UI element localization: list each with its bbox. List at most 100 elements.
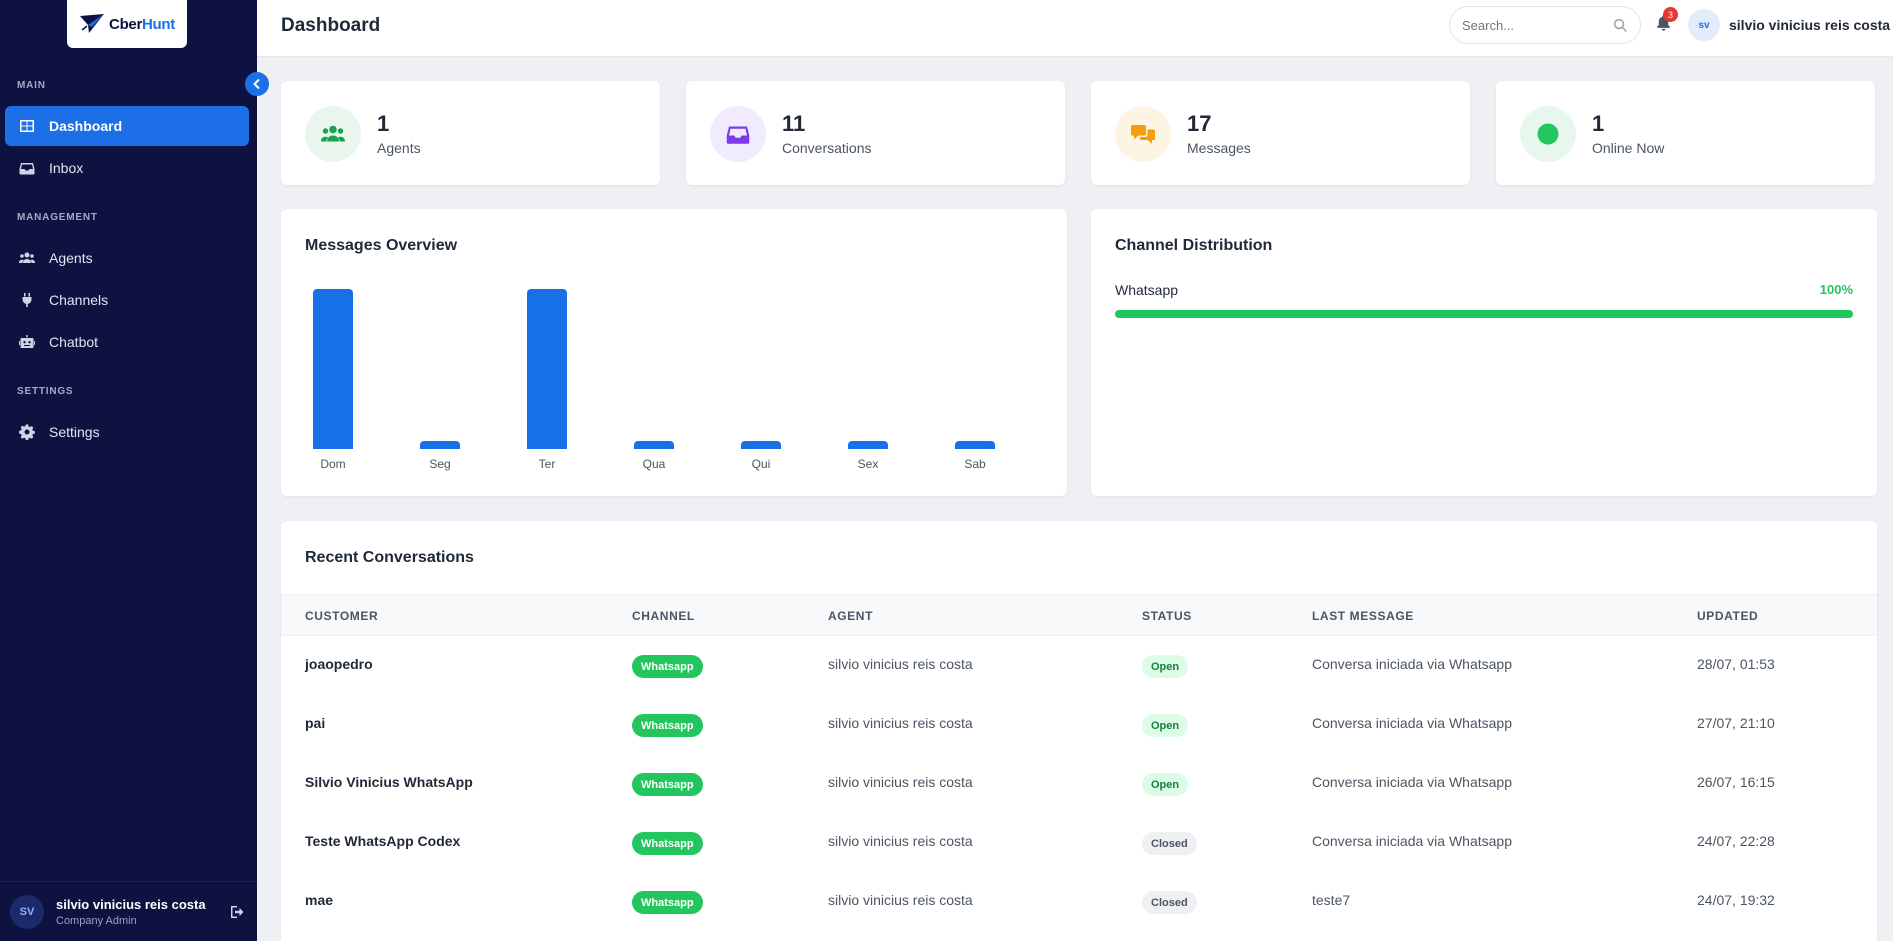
dashboard-grid-icon <box>20 120 34 132</box>
cell-agent: silvio vinicius reis costa <box>828 892 973 908</box>
status-badge: Open <box>1142 773 1189 796</box>
brand-logo[interactable]: CberHunt <box>67 0 187 48</box>
sidebar-item-settings[interactable]: Settings <box>5 412 249 452</box>
chart-x-tick-label: Seg <box>429 457 451 471</box>
channel-percent: 100% <box>1819 282 1853 297</box>
sidebar-item-label: Inbox <box>49 160 84 176</box>
chart-bar <box>741 441 781 449</box>
messages-overview-panel: Messages Overview Dom Seg Ter Qua Qui Sex Sab <box>281 209 1067 496</box>
sidebar-item-channels[interactable]: Channels <box>5 280 249 320</box>
chart-bar <box>634 441 674 449</box>
stat-label: Messages <box>1187 140 1251 156</box>
stat-value: 1 <box>1592 111 1605 136</box>
header-user-menu[interactable]: sv silvio vinicius reis costa <box>1688 9 1890 41</box>
cell-last-message: Conversa iniciada via Whatsapp <box>1312 833 1512 849</box>
status-badge: Closed <box>1142 832 1197 855</box>
channel-badge: Whatsapp <box>632 655 703 678</box>
channel-badge: Whatsapp <box>632 832 703 855</box>
column-header-channel: CHANNEL <box>632 609 695 623</box>
column-header-updated: UPDATED <box>1697 609 1759 623</box>
search-box <box>1449 6 1641 44</box>
paper-plane-logo-icon <box>80 14 105 33</box>
table-row[interactable]: Silvio Vinicius WhatsApp Whatsapp silvio v… <box>281 754 1877 813</box>
channel-name: Whatsapp <box>1115 282 1179 298</box>
logout-icon[interactable] <box>229 904 245 920</box>
sidebar-collapse-button[interactable] <box>245 72 269 96</box>
sidebar: CberHunt MAIN Dashboard Inbox MANAGEMENT… <box>0 0 257 941</box>
stat-card-online: 1 Online Now <box>1496 81 1875 185</box>
panel-title: Messages Overview <box>305 237 458 254</box>
chart-x-tick-label: Dom <box>320 457 346 471</box>
sidebar-user-role: Company Admin <box>56 914 137 927</box>
section-label-management: MANAGEMENT <box>17 212 98 223</box>
chart-bar <box>848 441 888 449</box>
column-header-agent: AGENT <box>828 609 873 623</box>
stat-label: Agents <box>377 140 421 156</box>
inbox-icon <box>726 126 750 144</box>
search-input[interactable] <box>1462 17 1602 33</box>
avatar: SV <box>10 894 44 929</box>
column-header-customer: CUSTOMER <box>305 609 379 623</box>
stat-label: Online Now <box>1592 140 1665 156</box>
cell-last-message: Conversa iniciada via Whatsapp <box>1312 774 1512 790</box>
chart-bar <box>313 289 353 449</box>
cell-customer: Silvio Vinicius WhatsApp <box>305 774 473 790</box>
cell-customer: mae <box>305 892 334 908</box>
channel-progress-track <box>1115 310 1853 318</box>
search-icon[interactable] <box>1613 18 1628 33</box>
robot-icon <box>19 335 35 348</box>
cell-last-message: Conversa iniciada via Whatsapp <box>1312 715 1512 731</box>
panel-title: Recent Conversations <box>305 549 474 566</box>
avatar: sv <box>1688 9 1720 41</box>
sidebar-item-label: Dashboard <box>49 118 123 134</box>
cell-updated: 27/07, 21:10 <box>1697 715 1775 731</box>
cell-customer: joaopedro <box>305 656 373 672</box>
stat-icon-wrap <box>305 106 361 162</box>
status-badge: Open <box>1142 655 1189 678</box>
cell-agent: silvio vinicius reis costa <box>828 833 973 849</box>
brand-name: CberHunt <box>109 15 175 33</box>
sidebar-item-inbox[interactable]: Inbox <box>5 148 249 188</box>
cell-agent: silvio vinicius reis costa <box>828 715 973 731</box>
page-title: Dashboard <box>281 15 381 36</box>
table-header: CUSTOMER CHANNEL AGENT STATUS LAST MESSA… <box>281 594 1877 636</box>
cell-customer: pai <box>305 715 326 731</box>
stat-value: 11 <box>782 111 806 136</box>
users-icon <box>19 252 35 263</box>
channel-progress-fill <box>1115 310 1853 318</box>
table-row[interactable]: joaopedro Whatsapp silvio vinicius reis co… <box>281 636 1877 695</box>
cell-agent: silvio vinicius reis costa <box>828 656 973 672</box>
stat-card-agents: 1 Agents <box>281 81 660 185</box>
sidebar-user-name: silvio vinicius reis costa <box>56 896 206 912</box>
sidebar-item-label: Agents <box>49 250 93 266</box>
channel-distribution-panel: Channel Distribution Whatsapp 100% <box>1091 209 1877 496</box>
cell-updated: 24/07, 19:32 <box>1697 892 1775 908</box>
stat-value: 17 <box>1187 111 1212 136</box>
sidebar-item-chatbot[interactable]: Chatbot <box>5 322 249 362</box>
stat-card-conversations: 11 Conversations <box>686 81 1065 185</box>
stat-icon-wrap <box>710 106 766 162</box>
sidebar-item-agents[interactable]: Agents <box>5 238 249 278</box>
sidebar-item-label: Channels <box>49 292 109 308</box>
stat-icon-wrap <box>1115 106 1171 162</box>
stat-label: Conversations <box>782 140 872 156</box>
chart-x-tick-label: Ter <box>538 457 556 471</box>
notifications-button[interactable]: 3 <box>1655 7 1678 34</box>
table-row[interactable]: pai Whatsapp silvio vinicius reis costa Ope… <box>281 695 1877 754</box>
stat-card-messages: 17 Messages <box>1091 81 1470 185</box>
recent-conversations-panel: Recent Conversations CUSTOMER CHANNEL AG… <box>281 521 1877 941</box>
sidebar-item-label: Chatbot <box>49 334 99 350</box>
plug-icon <box>22 293 32 307</box>
sidebar-item-dashboard[interactable]: Dashboard <box>5 106 249 146</box>
table-row[interactable]: Teste WhatsApp Codex Whatsapp silvio vinic… <box>281 813 1877 872</box>
panel-title: Channel Distribution <box>1115 237 1273 254</box>
status-badge: Closed <box>1142 891 1197 914</box>
chevron-left-icon <box>253 78 260 90</box>
header-user-name: silvio vinicius reis costa <box>1729 17 1891 33</box>
table-row[interactable]: mae Whatsapp silvio vinicius reis costa Clo… <box>281 872 1877 931</box>
section-label-settings: SETTINGS <box>17 386 74 397</box>
top-header: Dashboard 3 sv silvio vinicius reis cost… <box>257 0 1893 57</box>
chart-bar <box>527 289 567 449</box>
cell-updated: 24/07, 22:28 <box>1697 833 1775 849</box>
chart-bar <box>420 441 460 449</box>
